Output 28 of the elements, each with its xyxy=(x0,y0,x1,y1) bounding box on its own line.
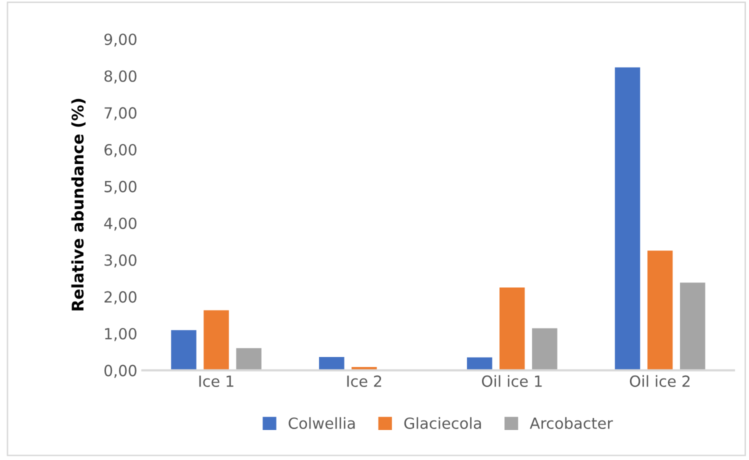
bar xyxy=(318,356,346,370)
bar xyxy=(614,66,642,370)
y-tick-label: 2,00 xyxy=(104,291,136,304)
bar xyxy=(170,328,198,370)
y-tick-label: 7,00 xyxy=(104,107,136,120)
bar xyxy=(234,346,263,370)
x-tick-label: Ice 2 xyxy=(347,375,382,387)
y-tick-label: 6,00 xyxy=(104,144,136,158)
x-tick-label: Oil ice 2 xyxy=(630,375,690,387)
bar xyxy=(678,281,707,370)
bar xyxy=(646,249,674,370)
y-tick-label: 1,00 xyxy=(105,328,136,342)
legend-label: Colwellia xyxy=(288,417,355,429)
x-tick-label: Oil ice 1 xyxy=(482,375,542,387)
legend-label: Arcobacter xyxy=(530,417,613,429)
bar xyxy=(202,308,230,370)
y-tick-label: 4,00 xyxy=(104,218,136,231)
x-tick-label: Ice 1 xyxy=(199,376,234,387)
bar xyxy=(466,356,494,370)
y-tick-label: 3,00 xyxy=(104,254,136,268)
y-tick-label: 5,00 xyxy=(104,180,136,194)
y-tick-label: 8,00 xyxy=(104,70,136,84)
y-tick-label: 9,00 xyxy=(104,34,136,47)
bar xyxy=(498,286,526,370)
y-axis-title: Relative abundance (%) xyxy=(71,98,86,310)
legend-label: Glaciecola xyxy=(404,417,481,429)
y-tick-label: 0,00 xyxy=(104,364,136,378)
bar xyxy=(530,326,559,370)
